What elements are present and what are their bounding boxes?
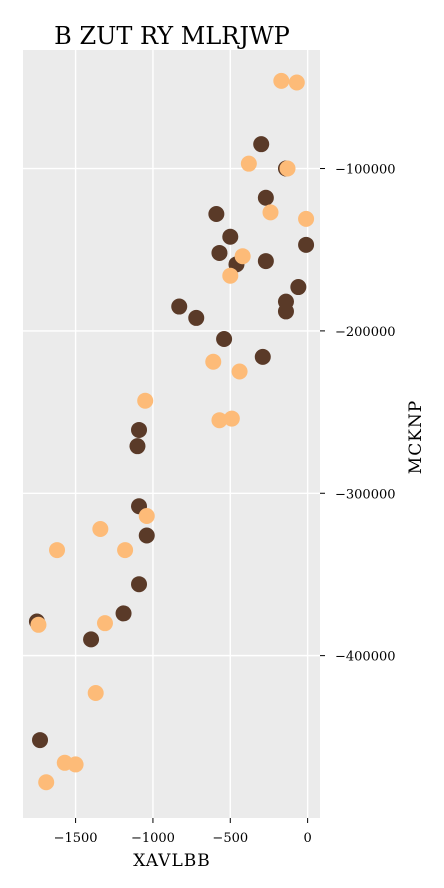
x-tick-label: −500	[212, 831, 248, 846]
x-axis-label: XAVLBB	[133, 851, 210, 871]
y-tick-label: −300000	[335, 487, 396, 502]
x-tick-label: 0	[303, 831, 311, 846]
data-point-series-1	[129, 438, 146, 455]
data-point-series-1	[216, 331, 233, 348]
data-point-series-1	[253, 136, 270, 153]
data-point-series-1	[131, 421, 148, 438]
data-point-series-2	[262, 204, 279, 221]
data-point-series-1	[254, 348, 271, 365]
data-point-series-2	[231, 363, 248, 380]
data-point-series-1	[211, 244, 228, 261]
data-point-series-1	[277, 303, 294, 320]
data-point-series-2	[96, 615, 113, 632]
data-point-series-2	[92, 520, 109, 537]
y-ticks: −100000 −200000 −300000 −400000	[320, 163, 396, 665]
data-point-series-2	[279, 160, 296, 177]
gridlines	[23, 50, 320, 818]
data-point-series-1	[290, 279, 307, 296]
chart-title: B ZUT RY MLRJWP	[54, 22, 290, 50]
data-point-series-2	[67, 756, 84, 773]
data-point-series-2	[138, 507, 155, 524]
x-tick-label: −1000	[131, 831, 175, 846]
data-point-series-2	[38, 774, 55, 791]
data-point-series-1	[131, 576, 148, 593]
data-point-series-2	[240, 155, 257, 172]
y-tick-label: −400000	[335, 650, 396, 665]
data-point-series-2	[117, 542, 134, 559]
data-point-series-2	[273, 72, 290, 89]
data-point-series-2	[49, 542, 66, 559]
data-point-series-1	[222, 228, 239, 245]
data-point-series-2	[205, 353, 222, 370]
data-point-series-2	[87, 684, 104, 701]
data-point-series-2	[288, 74, 305, 91]
y-tick-label: −200000	[335, 325, 396, 340]
data-point-series-1	[138, 527, 155, 544]
data-point-series-2	[30, 616, 47, 633]
data-point-series-1	[188, 309, 205, 326]
data-point-series-2	[298, 210, 315, 227]
data-points	[28, 72, 315, 791]
x-tick-label: −1500	[54, 831, 98, 846]
y-axis-label: MCKNP	[406, 400, 426, 474]
data-point-series-1	[83, 631, 100, 648]
data-point-series-1	[257, 189, 274, 206]
data-point-series-2	[223, 410, 240, 427]
data-point-series-1	[208, 205, 225, 222]
data-point-series-1	[171, 298, 188, 315]
data-point-series-2	[137, 392, 154, 409]
data-point-series-2	[234, 248, 251, 265]
data-point-series-1	[32, 732, 49, 749]
data-point-series-1	[298, 236, 315, 253]
data-point-series-2	[222, 267, 239, 284]
data-point-series-2	[211, 412, 228, 429]
data-point-series-1	[257, 253, 274, 270]
data-point-series-1	[115, 605, 132, 622]
x-ticks: −1500 −1000 −500 0	[54, 818, 312, 846]
plot-background	[23, 50, 320, 818]
y-tick-label: −100000	[335, 163, 396, 178]
